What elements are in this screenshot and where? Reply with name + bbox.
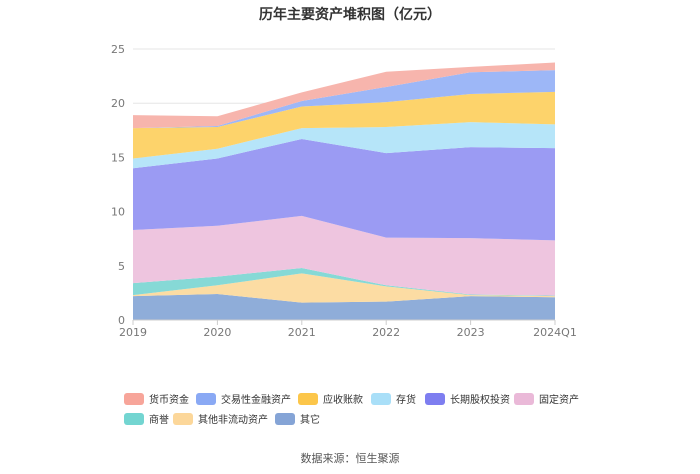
legend-label: 其他非流动资产 (198, 415, 268, 426)
legend-item[interactable]: 长期股权投资 (425, 391, 510, 406)
legend-label: 固定资产 (539, 395, 579, 406)
legend-swatch (196, 392, 216, 405)
x-tick-label: 2021 (288, 326, 316, 339)
legend-swatch (514, 392, 534, 405)
x-axis: 2019 2020 2021 2022 2023 2024Q1 (119, 319, 577, 339)
x-tick-label: 2020 (203, 326, 231, 339)
area-其他非流动资产 (133, 273, 555, 303)
area-长期股权投资 (133, 138, 555, 241)
legend-swatch (173, 412, 193, 425)
y-tick-label: 5 (118, 260, 125, 273)
legend-item[interactable]: 其它 (275, 411, 320, 426)
legend-item[interactable]: 固定资产 (514, 391, 579, 406)
legend-label: 货币资金 (149, 395, 189, 406)
area-固定资产 (133, 215, 555, 296)
legend-item[interactable]: 存货 (371, 391, 416, 406)
x-tick-label: 2023 (457, 326, 485, 339)
legend-label: 应收账款 (323, 395, 363, 406)
legend-item[interactable]: 其他非流动资产 (173, 411, 268, 426)
x-tick-label: 2019 (119, 326, 147, 339)
legend-label: 交易性金融资产 (221, 395, 291, 406)
x-tick-label: 2022 (372, 326, 400, 339)
x-tick-label: 2024Q1 (533, 326, 577, 339)
area-应收账款 (133, 91, 555, 159)
y-tick-label: 0 (118, 314, 125, 327)
y-tick-label: 20 (111, 97, 125, 110)
legend-swatch (275, 412, 295, 425)
legend-label: 商誉 (149, 415, 169, 426)
legend-label: 其它 (300, 415, 320, 426)
legend-swatch (298, 392, 318, 405)
legend-item[interactable]: 应收账款 (298, 391, 363, 406)
chart-title: 历年主要资产堆积图（亿元） (259, 7, 441, 23)
area-存货 (133, 122, 555, 169)
area-货币资金 (133, 62, 555, 129)
area-其它 (133, 293, 555, 320)
data-source: 数据来源：恒生聚源 (300, 452, 400, 465)
y-tick-label: 10 (111, 206, 125, 219)
area-交易性金融资产 (133, 70, 555, 129)
area-商誉 (133, 267, 555, 297)
legend-swatch (371, 392, 391, 405)
legend-item[interactable]: 商誉 (124, 411, 169, 426)
legend-item[interactable]: 交易性金融资产 (196, 391, 291, 406)
y-tick-label: 25 (111, 43, 125, 56)
legend-swatch (124, 412, 144, 425)
y-tick-label: 15 (111, 151, 125, 164)
legend-item[interactable]: 货币资金 (124, 391, 189, 406)
y-axis: 0 5 10 15 20 25 (111, 43, 125, 327)
legend-label: 长期股权投资 (450, 395, 510, 406)
legend-swatch (425, 392, 445, 405)
area-series (133, 62, 555, 320)
legend-label: 存货 (396, 395, 416, 406)
legend-swatch (124, 392, 144, 405)
